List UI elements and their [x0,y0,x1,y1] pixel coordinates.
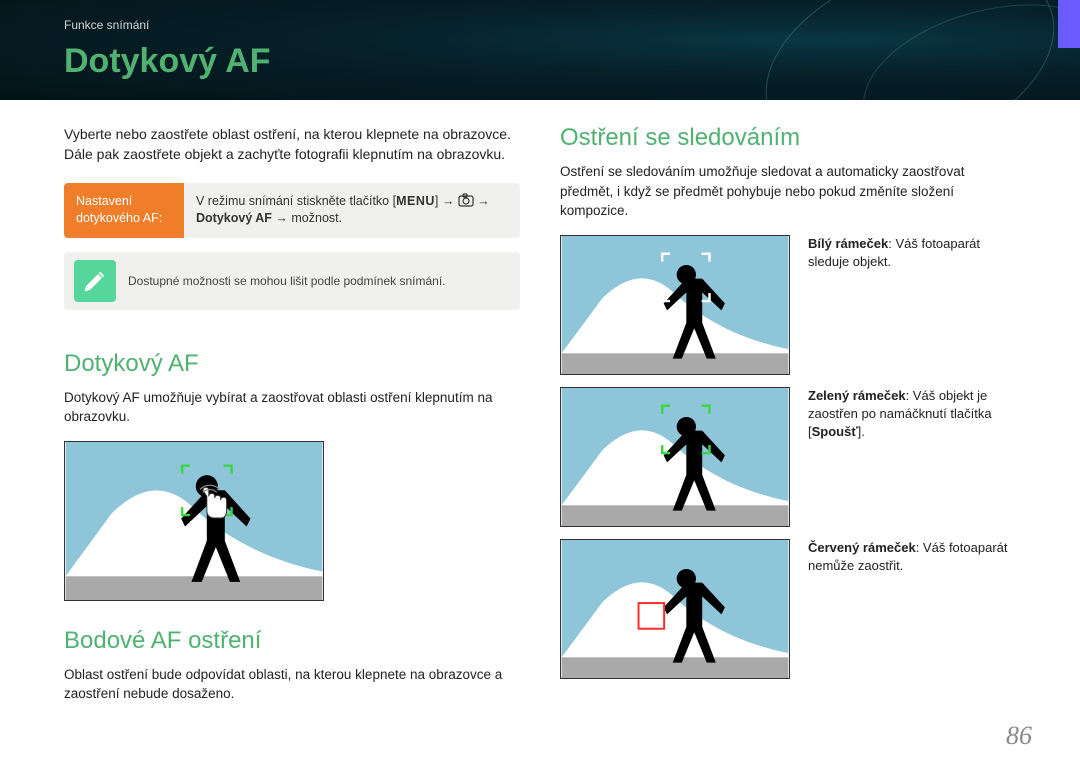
setting-row: Nastavení dotykového AF: V režimu snímán… [64,183,520,238]
tracking-row: Zelený rámeček: Váš objekt je zaostřen p… [560,387,1016,527]
illustration-tracking [560,539,790,679]
page-title: Dotykový AF [64,42,271,81]
section-body: Dotykový AF umožňuje vybírat a zaostřova… [64,388,520,427]
pen-icon [74,260,116,302]
tracking-caption: Zelený rámeček: Váš objekt je zaostřen p… [808,387,1016,442]
note-box: Dostupné možnosti se mohou lišit podle p… [64,252,520,310]
illustration-tracking [560,387,790,527]
section-heading-tracking: Ostření se sledováním [560,124,1016,152]
setting-label: Nastavení dotykového AF: [64,183,184,238]
tracking-row: Červený rámeček: Váš fotoaparát nemůže z… [560,539,1016,679]
tracking-row: Bílý rámeček: Váš fotoaparát sleduje obj… [560,235,1016,375]
section-body: Ostření se sledováním umožňuje sledovat … [560,162,1016,221]
section-body: Oblast ostření bude odpovídat oblasti, n… [64,665,520,704]
section-heading-point-af: Bodové AF ostření [64,627,520,655]
breadcrumb: Funkce snímání [64,18,149,32]
section-heading-touch-af: Dotykový AF [64,350,520,378]
left-column: Vyberte nebo zaostřete oblast ostření, n… [64,124,520,718]
page-number: 86 [1006,721,1032,751]
tracking-caption: Červený rámeček: Váš fotoaparát nemůže z… [808,539,1016,575]
setting-value: V režimu snímání stiskněte tlačítko [MEN… [184,183,520,238]
intro-text: Vyberte nebo zaostřete oblast ostření, n… [64,124,520,165]
header-band: Funkce snímání Dotykový AF [0,0,1080,100]
section-tab [1058,0,1080,48]
note-text: Dostupné možnosti se mohou lišit podle p… [128,274,446,288]
tracking-caption: Bílý rámeček: Váš fotoaparát sleduje obj… [808,235,1016,271]
right-column: Ostření se sledováním Ostření se sledová… [560,124,1016,718]
illustration-tracking [560,235,790,375]
tracking-list: Bílý rámeček: Váš fotoaparát sleduje obj… [560,235,1016,679]
illustration-touch-af [64,441,324,601]
